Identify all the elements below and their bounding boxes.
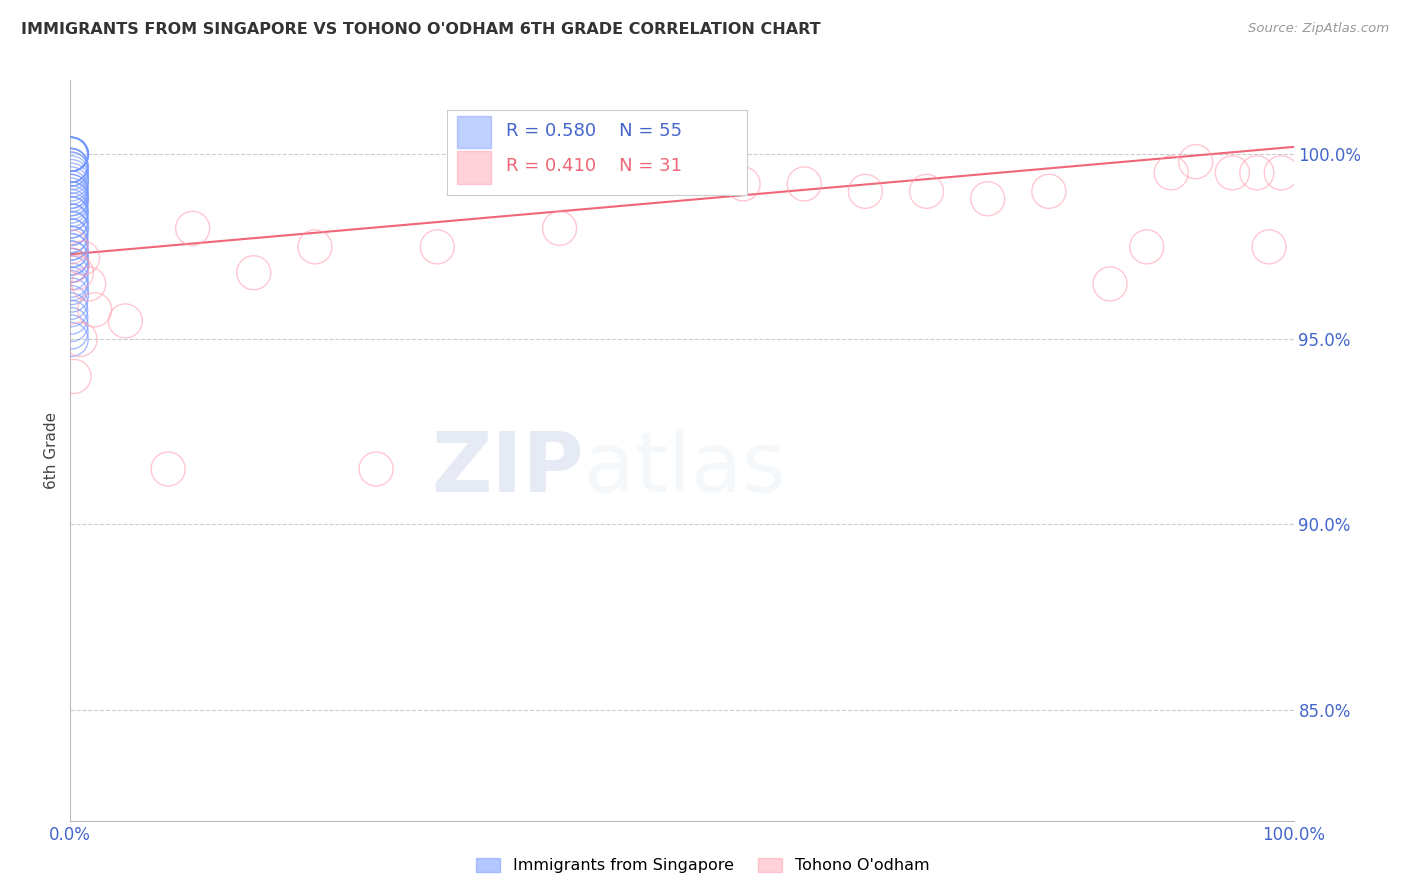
Point xyxy=(60,273,83,287)
Point xyxy=(243,266,266,280)
Point xyxy=(59,302,82,317)
Point xyxy=(59,199,82,213)
Point xyxy=(60,147,83,161)
Point xyxy=(83,302,105,317)
Point xyxy=(157,462,180,476)
Point xyxy=(60,244,83,258)
Point xyxy=(60,288,83,302)
Point xyxy=(60,147,83,161)
Point xyxy=(65,266,87,280)
Text: IMMIGRANTS FROM SINGAPORE VS TOHONO O'ODHAM 6TH GRADE CORRELATION CHART: IMMIGRANTS FROM SINGAPORE VS TOHONO O'OD… xyxy=(21,22,821,37)
Point xyxy=(63,369,86,384)
Point xyxy=(915,185,938,199)
Point xyxy=(60,162,83,177)
Point xyxy=(1184,154,1206,169)
Point xyxy=(60,147,83,161)
Point xyxy=(59,147,82,161)
Point xyxy=(60,173,83,187)
Point xyxy=(59,180,82,194)
Point xyxy=(60,185,83,199)
Point xyxy=(366,462,388,476)
Point xyxy=(59,277,82,291)
Point xyxy=(548,221,571,235)
Point xyxy=(60,162,83,177)
Point xyxy=(72,251,94,265)
Point xyxy=(59,147,82,161)
Bar xyxy=(457,152,491,184)
Point xyxy=(60,259,83,273)
Point xyxy=(59,244,82,258)
Point xyxy=(59,206,82,220)
Point xyxy=(733,177,755,191)
Point xyxy=(59,310,82,325)
Point xyxy=(59,192,82,206)
Point xyxy=(60,333,83,347)
Point xyxy=(60,259,83,273)
Point xyxy=(1038,185,1060,199)
Point xyxy=(60,202,83,217)
Point xyxy=(60,221,83,235)
Text: R = 0.410    N = 31: R = 0.410 N = 31 xyxy=(506,157,682,175)
Point xyxy=(793,177,815,191)
Text: atlas: atlas xyxy=(583,428,786,509)
Bar xyxy=(457,116,491,148)
FancyBboxPatch shape xyxy=(447,110,747,195)
Point xyxy=(59,185,82,199)
Point xyxy=(60,214,83,228)
Point xyxy=(855,185,877,199)
Point xyxy=(114,314,136,328)
Legend: Immigrants from Singapore, Tohono O'odham: Immigrants from Singapore, Tohono O'odha… xyxy=(470,851,936,880)
Point xyxy=(1246,166,1268,180)
Point xyxy=(60,195,83,210)
Point xyxy=(59,147,82,161)
Point xyxy=(976,192,998,206)
Y-axis label: 6th Grade: 6th Grade xyxy=(44,412,59,489)
Point xyxy=(60,251,83,265)
Point xyxy=(59,318,82,332)
Point xyxy=(181,221,204,235)
Point xyxy=(59,158,82,172)
Point xyxy=(59,295,82,310)
Point xyxy=(59,221,82,235)
Point xyxy=(59,240,82,254)
Point xyxy=(1258,240,1281,254)
Point xyxy=(60,325,83,339)
Point xyxy=(60,177,83,191)
Point xyxy=(59,236,82,251)
Point xyxy=(60,192,83,206)
Point xyxy=(1270,166,1292,180)
Point xyxy=(77,277,100,291)
Point xyxy=(59,158,82,172)
Point xyxy=(671,166,693,180)
Point xyxy=(60,266,83,280)
Text: Source: ZipAtlas.com: Source: ZipAtlas.com xyxy=(1249,22,1389,36)
Point xyxy=(60,166,83,180)
Point xyxy=(426,240,449,254)
Point xyxy=(59,158,82,172)
Point xyxy=(1220,166,1243,180)
Point xyxy=(59,147,82,161)
Point xyxy=(60,236,83,251)
Point xyxy=(60,259,83,273)
Point xyxy=(59,188,82,202)
Point xyxy=(1099,277,1122,291)
Point xyxy=(1136,240,1159,254)
Point xyxy=(304,240,326,254)
Point xyxy=(69,333,91,347)
Text: ZIP: ZIP xyxy=(432,428,583,509)
Point xyxy=(60,206,83,220)
Point xyxy=(60,280,83,294)
Point xyxy=(59,214,82,228)
Text: R = 0.580    N = 55: R = 0.580 N = 55 xyxy=(506,121,682,140)
Point xyxy=(59,158,82,172)
Point xyxy=(60,147,83,161)
Point xyxy=(60,169,83,184)
Point xyxy=(59,228,82,243)
Point xyxy=(60,147,83,161)
Point xyxy=(60,228,83,243)
Point xyxy=(59,251,82,265)
Point xyxy=(1160,166,1182,180)
